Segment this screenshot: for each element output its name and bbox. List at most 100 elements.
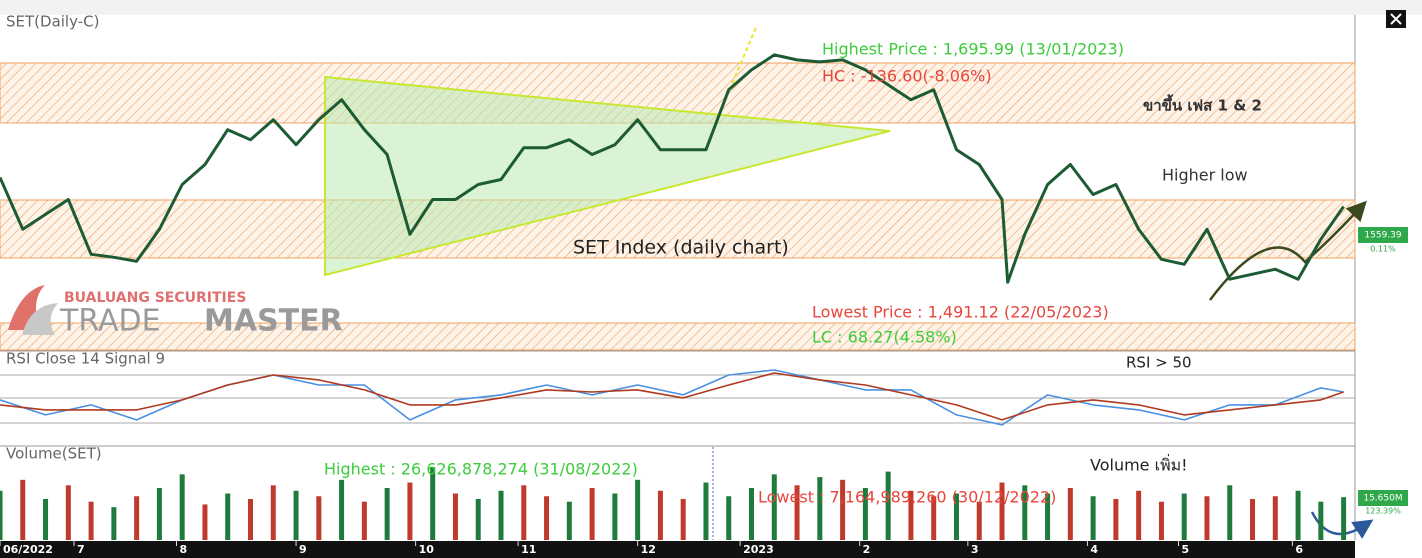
- volume-bar: [1113, 498, 1119, 540]
- volume-bar: [1227, 485, 1233, 540]
- volume-bar: [566, 501, 572, 540]
- x-tick-label: 11: [521, 543, 536, 556]
- volume-bar: [20, 479, 26, 540]
- volume-bar: [407, 482, 413, 540]
- volume-bar: [156, 488, 162, 540]
- series-line: [0, 372, 1344, 421]
- trend-arrow: [1209, 200, 1367, 301]
- volume-bar: [908, 490, 914, 540]
- volume-bar: [1090, 496, 1096, 540]
- volume-bar: [657, 490, 663, 540]
- x-tick-label: 8: [179, 543, 187, 556]
- volume-bar: [134, 496, 140, 540]
- volume-bar: [1158, 501, 1164, 540]
- volume-bar: [270, 485, 276, 540]
- volume-bar: [544, 496, 550, 540]
- annotation: 0.11%: [1370, 245, 1396, 254]
- annotation: Highest Price : 1,695.99 (13/01/2023): [822, 40, 1124, 59]
- x-tick-label: 06/2022: [3, 543, 53, 556]
- volume-bar: [1181, 493, 1187, 540]
- volume-bar: [65, 485, 71, 540]
- volume-bar: [179, 474, 185, 540]
- panel-title: RSI Close 14 Signal 9: [6, 350, 165, 368]
- volume-bar: [1204, 496, 1210, 540]
- x-tick-label: 6: [1295, 543, 1303, 556]
- volume-arrow: [1310, 511, 1374, 539]
- volume-bar: [817, 477, 823, 540]
- triangle-pattern: [324, 75, 891, 277]
- volume-bar: [361, 501, 367, 540]
- annotation: MASTER: [204, 304, 343, 339]
- annotation: LC : 68.27(4.58%): [812, 328, 957, 347]
- volume-bar: [589, 488, 595, 540]
- annotation: 15.650M: [1363, 494, 1402, 504]
- volume-bar: [635, 479, 641, 540]
- volume-bar: [293, 490, 299, 540]
- volume-bar: [452, 493, 458, 540]
- x-tick-label: 2023: [743, 543, 774, 556]
- annotation: Lowest : 7,164,989,260 (30/12/2022): [758, 488, 1056, 507]
- x-tick-label: 2: [863, 543, 871, 556]
- volume-bar: [680, 498, 686, 540]
- volume-bar: [999, 482, 1005, 540]
- volume-bar: [1045, 493, 1051, 540]
- annotation: Lowest Price : 1,491.12 (22/05/2023): [812, 303, 1109, 322]
- volume-bar: [749, 488, 755, 540]
- x-tick-label: 7: [77, 543, 85, 556]
- volume-bar: [316, 496, 322, 540]
- volume-bar: [1022, 485, 1028, 540]
- volume-bar: [521, 485, 527, 540]
- volume-bar: [703, 482, 709, 540]
- annotation: RSI > 50: [1126, 354, 1192, 372]
- support-zone: [0, 322, 1356, 351]
- volume-bar: [726, 496, 732, 540]
- volume-bar: [0, 490, 3, 540]
- x-axis-strip: [0, 541, 1355, 558]
- volume-bar: [1136, 490, 1142, 540]
- x-tick-label: 5: [1182, 543, 1190, 556]
- plot-layer: SET(Daily-C) RSI Close 14 Signal 9 Volume(…: [0, 13, 1408, 556]
- annotation: Higher low: [1162, 166, 1248, 185]
- volume-bar: [885, 471, 891, 540]
- annotation: HC : -136.60(-8.06%): [822, 67, 992, 86]
- volume-bar: [475, 498, 481, 540]
- annotation: SET Index (daily chart): [573, 237, 789, 259]
- volume-bar: [976, 501, 982, 540]
- volume-bar: [953, 493, 959, 540]
- x-tick-label: 3: [971, 543, 979, 556]
- volume-bar: [931, 496, 937, 540]
- panel-title: SET(Daily-C): [6, 13, 99, 31]
- volume-bar: [771, 474, 777, 540]
- volume-bar: [1067, 488, 1073, 540]
- annotation: Highest : 26,626,878,274 (31/08/2022): [324, 460, 638, 479]
- volume-bar: [794, 485, 800, 540]
- volume-bar: [1272, 496, 1278, 540]
- logo-icon: [22, 303, 58, 335]
- annotation: Volume เพิ่ม!: [1090, 454, 1188, 475]
- volume-bar: [384, 488, 390, 540]
- annotation: BUALUANG SECURITIES: [64, 290, 246, 306]
- annotation: 123.39%: [1365, 507, 1401, 516]
- volume-bar: [111, 507, 117, 540]
- top-bar: [0, 0, 1422, 15]
- panel-title: Volume(SET): [6, 445, 102, 463]
- x-tick-label: 12: [641, 543, 656, 556]
- volume-tag: [1358, 490, 1408, 506]
- volume-bar: [840, 479, 846, 540]
- volume-bar: [339, 479, 345, 540]
- x-tick-label: 9: [299, 543, 307, 556]
- volume-bar: [430, 467, 436, 540]
- volume-bar: [1341, 497, 1347, 540]
- volume-bar: [43, 498, 49, 540]
- x-tick-label: 4: [1090, 543, 1098, 556]
- price-tag-label: 1559.39: [1364, 231, 1401, 241]
- volume-bar: [1250, 498, 1256, 540]
- volume-bar: [1295, 490, 1301, 540]
- volume-bar: [498, 490, 504, 540]
- volume-bar: [202, 504, 208, 540]
- volume-bar: [1318, 501, 1324, 540]
- annotation: TRADE: [59, 304, 161, 339]
- volume-bar: [225, 493, 231, 540]
